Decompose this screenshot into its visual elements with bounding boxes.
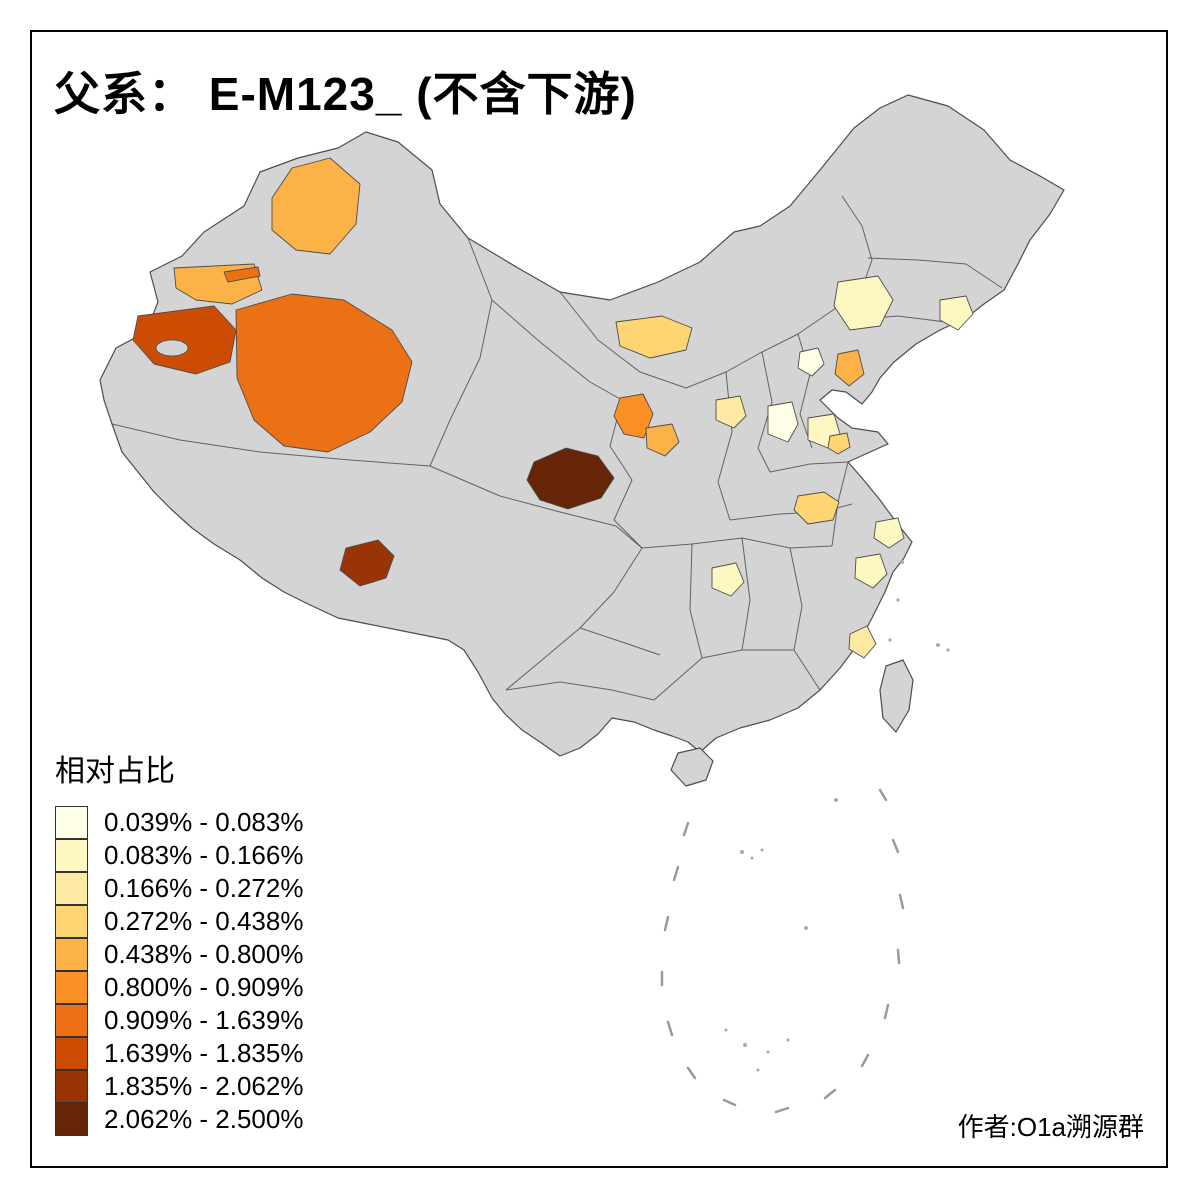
region-kashgar-enclave [155, 339, 189, 357]
legend-label: 0.909% - 1.639% [104, 1005, 304, 1035]
nine-dash-line [660, 788, 905, 1114]
region-yanbian [939, 295, 974, 331]
legend-row: 1.835% - 2.062% [55, 1069, 304, 1103]
legend-swatch [55, 1102, 88, 1136]
region-zhejiang [854, 553, 888, 589]
boundary-gansu-northwest [491, 299, 623, 401]
page-title: 父系： E-M123_ (不含下游) [54, 68, 637, 120]
legend-swatch [55, 937, 88, 971]
legend-swatch [55, 805, 88, 839]
boundary-heilongjiang-jilin [867, 257, 1003, 289]
taiwan-island [879, 659, 914, 733]
coastal-islet-1 [900, 560, 904, 564]
hainan-island [670, 747, 714, 787]
legend-label: 0.800% - 0.909% [104, 972, 304, 1002]
region-hubei [711, 562, 745, 597]
legend: 相对占比 0.039% - 0.083% 0.083% - 0.166% 0.166… [55, 746, 303, 1136]
legend-entries: 0.039% - 0.083% 0.083% - 0.166% 0.166% - 0… [55, 805, 304, 1136]
legend-swatch [55, 904, 88, 938]
region-qinghai-east [526, 447, 615, 510]
region-hebei-south [767, 401, 799, 443]
boundary-hunan-jiangxi-1 [689, 543, 703, 659]
legend-label: 1.639% - 1.835% [104, 1038, 304, 1068]
legend-label: 0.166% - 0.272% [104, 873, 304, 903]
region-beijing [797, 347, 825, 377]
legend-swatch [55, 1036, 88, 1070]
china-mainland [99, 94, 1065, 757]
legend-swatch [55, 1069, 88, 1103]
legend-row: 0.272% - 0.438% [55, 904, 304, 938]
legend-row: 0.909% - 1.639% [55, 1003, 304, 1037]
boundary-qinghai-gansu [609, 399, 643, 549]
legend-swatch [55, 1003, 88, 1037]
legend-label: 0.272% - 0.438% [104, 906, 304, 936]
legend-label: 0.039% - 0.083% [104, 807, 304, 837]
coastal-islet-2 [896, 598, 900, 602]
legend-row: 0.083% - 0.166% [55, 838, 304, 872]
author-credit: 作者:O1a溯源群 [957, 1112, 1144, 1142]
boundary-shanxi-shaanxi [757, 351, 773, 473]
region-shanxi [715, 395, 747, 429]
diaoyu-islet-2 [946, 648, 950, 652]
legend-row: 0.800% - 0.909% [55, 970, 304, 1004]
coastal-islet-3 [888, 638, 892, 642]
legend-row: 0.438% - 0.800% [55, 937, 304, 971]
boundary-hunan-jiangxi-2 [741, 537, 751, 651]
legend-swatch [55, 838, 88, 872]
legend-title: 相对占比 [55, 755, 175, 788]
region-shandong-central [827, 432, 851, 455]
legend-row: 0.039% - 0.083% [55, 805, 304, 839]
boundary-inner-mongolia-northeast [841, 195, 873, 295]
legend-label: 0.438% - 0.800% [104, 939, 304, 969]
region-henan [793, 491, 840, 525]
region-gansu-east [645, 423, 680, 457]
region-ningxia [613, 393, 654, 439]
boundary-guangdong-north [701, 649, 821, 691]
legend-row: 0.166% - 0.272% [55, 871, 304, 905]
boundary-xinjiang-tibet [111, 423, 431, 467]
region-ili [271, 157, 361, 255]
region-fujian-coast [848, 625, 877, 659]
region-jilin [833, 275, 894, 331]
legend-swatch [55, 970, 88, 1004]
region-tianjin [834, 349, 865, 387]
region-bayannur [615, 315, 693, 359]
diaoyu-islet-1 [936, 643, 940, 647]
boundary-xinjiang-east [429, 237, 493, 467]
region-jiangsu-south [873, 517, 905, 549]
legend-label: 1.835% - 2.062% [104, 1071, 304, 1101]
choropleth-regions [132, 157, 974, 659]
south-china-sea-islets [724, 798, 838, 1072]
boundary-jiangxi-fujian [789, 547, 803, 651]
region-kashgar [132, 305, 237, 375]
boundary-sichuan-yunnan [579, 627, 661, 656]
legend-row: 2.062% - 2.500% [55, 1102, 304, 1136]
boundary-tibet-north [429, 465, 643, 549]
boundary-shandong-south [769, 461, 849, 473]
boundary-yunnan-guangxi [505, 657, 703, 701]
legend-label: 0.083% - 0.166% [104, 840, 304, 870]
region-south-xinjiang [235, 293, 413, 453]
region-west-sliver [223, 266, 261, 283]
legend-row: 1.639% - 1.835% [55, 1036, 304, 1070]
region-tibet-lhasa [339, 539, 395, 587]
legend-label: 2.062% - 2.500% [104, 1104, 304, 1134]
legend-swatch [55, 871, 88, 905]
